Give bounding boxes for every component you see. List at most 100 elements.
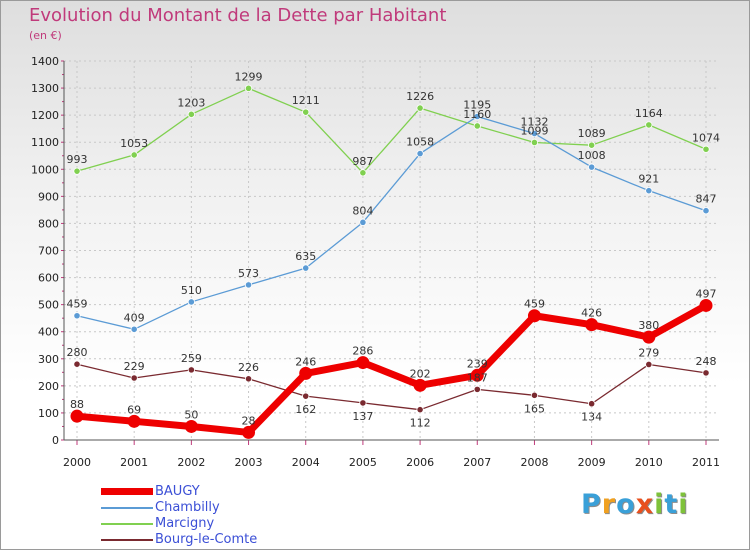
data-point-bourg-le-comte <box>73 360 81 368</box>
data-point-marcigny <box>130 151 138 159</box>
legend-swatch <box>101 539 153 541</box>
legend-label: Bourg-le-Comte <box>155 532 258 547</box>
data-point-baugy <box>470 368 484 382</box>
logo-letter: P <box>581 489 602 520</box>
data-label-chambilly: 1195 <box>463 98 491 111</box>
data-label-bourg-le-comte: 137 <box>352 410 373 423</box>
data-point-chambilly <box>702 207 710 215</box>
data-label-chambilly: 573 <box>238 267 259 280</box>
data-label-marcigny: 1226 <box>406 90 434 103</box>
data-label-chambilly: 1058 <box>406 136 434 149</box>
data-label-marcigny: 1211 <box>292 94 320 107</box>
data-label-bourg-le-comte: 134 <box>581 411 602 424</box>
data-point-baugy <box>527 309 541 323</box>
data-label-marcigny: 987 <box>352 155 373 168</box>
data-label-baugy: 246 <box>295 355 316 368</box>
series-line-marcigny <box>76 87 707 174</box>
data-point-marcigny <box>73 167 81 175</box>
data-point-marcigny <box>530 138 539 147</box>
data-label-bourg-le-comte: 187 <box>467 371 488 384</box>
legend-item-chambilly: Chambilly <box>101 500 361 516</box>
data-label-baugy: 28 <box>242 414 256 427</box>
data-point-baugy <box>70 409 84 423</box>
x-tick-label: 2007 <box>463 456 491 469</box>
y-tick-label: 500 <box>38 299 59 312</box>
data-label-marcigny: 1164 <box>635 107 663 120</box>
y-tick-label: 0 <box>52 434 59 447</box>
data-label-baugy: 69 <box>127 403 141 416</box>
y-tick-label: 600 <box>38 272 59 285</box>
data-label-marcigny: 1299 <box>235 70 263 83</box>
data-label-baugy: 380 <box>638 319 659 332</box>
logo-letter: i <box>654 489 665 520</box>
data-label-chambilly: 1008 <box>578 149 606 162</box>
data-label-baugy: 459 <box>524 298 545 311</box>
y-tick-label: 300 <box>38 353 59 366</box>
data-label-chambilly: 635 <box>295 250 316 263</box>
data-point-chambilly <box>73 312 81 320</box>
data-label-baugy: 239 <box>467 357 488 370</box>
x-tick-label: 2001 <box>120 456 148 469</box>
legend-swatch <box>101 488 153 495</box>
data-point-baugy <box>242 425 256 439</box>
series-line-bourg-le-comte <box>76 363 707 411</box>
data-label-bourg-le-comte: 226 <box>238 361 259 374</box>
data-label-baugy: 88 <box>70 398 84 411</box>
data-point-chambilly <box>130 325 138 333</box>
y-tick-label: 1200 <box>31 109 59 122</box>
x-tick-label: 2011 <box>692 456 720 469</box>
series-layer <box>70 84 713 439</box>
data-point-marcigny <box>588 141 596 149</box>
data-label-baugy: 202 <box>410 367 431 380</box>
legend-item-marcigny: Marcigny <box>101 516 361 532</box>
x-tick-label: 2004 <box>292 456 320 469</box>
y-tick-label: 1400 <box>31 55 59 68</box>
data-point-bourg-le-comte <box>702 369 710 377</box>
data-label-marcigny: 1053 <box>120 137 148 150</box>
data-label-bourg-le-comte: 280 <box>67 346 88 359</box>
data-point-chambilly <box>645 187 653 195</box>
data-label-bourg-le-comte: 229 <box>124 360 145 373</box>
data-label-bourg-le-comte: 162 <box>295 403 316 416</box>
data-point-marcigny <box>187 110 195 118</box>
data-point-bourg-le-comte <box>645 360 653 369</box>
data-point-baugy <box>184 419 198 433</box>
data-label-baugy: 426 <box>581 307 602 320</box>
data-label-marcigny: 1099 <box>520 124 548 137</box>
data-point-baugy <box>642 330 656 344</box>
y-tick-label: 1100 <box>31 136 59 149</box>
x-tick-label: 2000 <box>63 456 91 469</box>
data-label-bourg-le-comte: 259 <box>181 352 202 365</box>
data-point-chambilly <box>473 112 481 121</box>
data-label-chambilly: 804 <box>352 204 373 217</box>
logo-letter: i <box>678 489 689 520</box>
data-label-marcigny: 1074 <box>692 131 720 144</box>
y-tick-label: 1000 <box>31 163 59 176</box>
unit-label: (en €) <box>29 29 62 42</box>
data-label-baugy: 497 <box>696 287 717 300</box>
data-point-bourg-le-comte <box>473 385 481 393</box>
data-point-bourg-le-comte <box>416 406 424 414</box>
data-point-chambilly <box>416 149 424 158</box>
data-point-bourg-le-comte <box>302 392 310 400</box>
y-tick-label: 200 <box>38 380 59 393</box>
data-point-bourg-le-comte <box>244 375 253 383</box>
legend-swatch <box>101 507 153 509</box>
legend-swatch <box>101 523 153 525</box>
data-point-baugy <box>699 298 713 312</box>
data-label-chambilly: 847 <box>696 193 717 206</box>
x-tick-label: 2006 <box>406 456 434 469</box>
data-label-chambilly: 921 <box>638 173 659 186</box>
data-point-chambilly <box>359 218 367 226</box>
data-label-marcigny: 1089 <box>578 127 606 140</box>
data-point-chambilly <box>302 264 310 272</box>
data-point-baugy <box>585 318 599 332</box>
y-tick-label: 400 <box>38 326 59 339</box>
data-label-marcigny: 1160 <box>463 108 491 121</box>
legend: BAUGY Chambilly Marcigny Bourg-le-Comte <box>101 484 361 548</box>
data-point-marcigny <box>244 84 253 92</box>
y-tick-label: 900 <box>38 190 59 203</box>
x-tick-label: 2005 <box>349 456 377 469</box>
